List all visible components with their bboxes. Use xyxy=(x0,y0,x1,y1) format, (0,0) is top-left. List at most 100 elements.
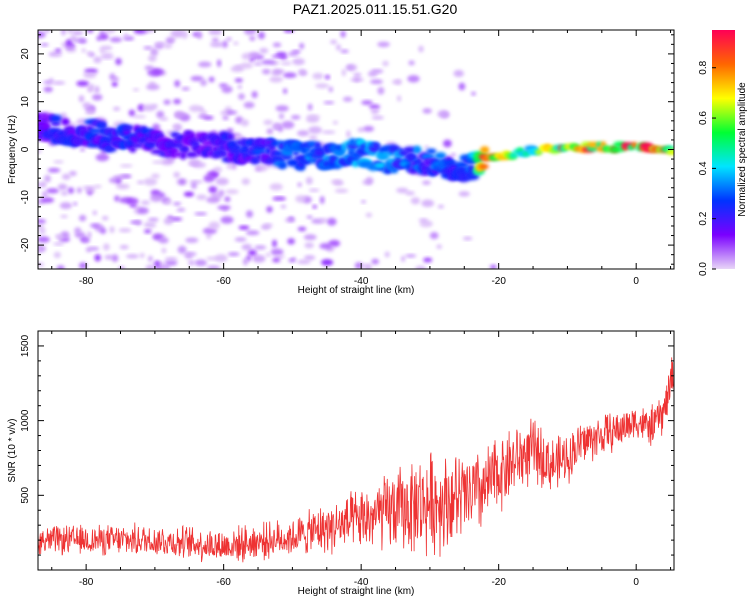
heatmap-noise-blob xyxy=(239,62,253,69)
heatmap-noise-blob xyxy=(89,83,95,92)
heatmap-noise-blob xyxy=(422,108,432,114)
heatmap-noise-blob xyxy=(99,49,106,53)
heatmap-noise-blob xyxy=(115,183,130,190)
heatmap-noise-blob xyxy=(462,236,473,241)
heatmap-noise-blob xyxy=(179,179,186,185)
heatmap-noise-blob xyxy=(159,117,169,121)
heatmap-noise-blob xyxy=(109,226,115,234)
snr-series-line xyxy=(38,357,674,563)
heatmap-ridge-blob xyxy=(220,151,228,157)
heatmap-noise-blob xyxy=(269,183,283,191)
spectrogram-y-axis-label: Frequency (Hz) xyxy=(7,115,18,184)
heatmap-noise-blob xyxy=(95,153,110,162)
heatmap-noise-blob xyxy=(241,243,253,251)
heatmap-noise-blob xyxy=(443,139,452,148)
heatmap-noise-blob xyxy=(248,249,257,256)
heatmap-noise-blob xyxy=(422,180,431,185)
heatmap-noise-blob xyxy=(190,75,204,82)
heatmap-noise-blob xyxy=(76,187,82,194)
heatmap-noise-blob xyxy=(307,103,313,111)
heatmap-noise-blob xyxy=(347,65,354,70)
heatmap-noise-blob xyxy=(451,153,456,157)
heatmap-noise-blob xyxy=(118,228,132,233)
heatmap-ridge-blob xyxy=(535,149,543,156)
heatmap-noise-blob xyxy=(196,31,203,39)
heatmap-noise-blob xyxy=(92,210,97,215)
heatmap-noise-blob xyxy=(44,174,51,183)
heatmap-ridge-blob xyxy=(426,148,437,154)
heatmap-noise-blob xyxy=(264,223,273,227)
heatmap-noise-blob xyxy=(259,47,269,54)
heatmap-noise-blob xyxy=(424,145,430,149)
heatmap-noise-blob xyxy=(253,62,263,66)
heatmap-noise-blob xyxy=(237,84,242,90)
heatmap-noise-blob xyxy=(60,214,68,219)
heatmap-ridge-blob xyxy=(226,133,234,140)
heatmap-noise-blob xyxy=(234,133,243,142)
heatmap-noise-blob xyxy=(319,196,325,204)
heatmap-noise-blob xyxy=(148,217,159,222)
heatmap-noise-blob xyxy=(161,247,167,254)
heatmap-ridge-blob xyxy=(314,141,322,149)
heatmap-noise-blob xyxy=(222,40,228,48)
heatmap-noise-blob xyxy=(436,244,443,249)
heatmap-noise-blob xyxy=(306,114,321,119)
heatmap-noise-blob xyxy=(303,255,316,261)
heatmap-noise-blob xyxy=(415,265,427,269)
heatmap-noise-blob xyxy=(429,232,439,240)
heatmap-noise-blob xyxy=(169,37,176,42)
heatmap-noise-blob xyxy=(214,254,228,263)
heatmap-noise-blob xyxy=(38,227,46,235)
colorbar-tick-label: 0.6 xyxy=(698,111,709,125)
heatmap-noise-blob xyxy=(143,46,153,50)
heatmap-ridge-blob xyxy=(631,142,638,148)
heatmap-noise-blob xyxy=(44,30,50,33)
heatmap-noise-blob xyxy=(164,257,178,261)
heatmap-noise-blob xyxy=(173,98,182,105)
heatmap-noise-blob xyxy=(325,75,330,80)
heatmap-noise-blob xyxy=(189,105,203,112)
heatmap-noise-blob xyxy=(94,85,100,94)
spectrogram-x-axis-tick-label: 0 xyxy=(633,276,639,287)
heatmap-noise-blob xyxy=(43,86,53,93)
heatmap-noise-blob xyxy=(377,86,385,95)
heatmap-noise-blob xyxy=(137,207,149,215)
heatmap-noise-blob xyxy=(419,220,433,228)
heatmap-noise-blob xyxy=(453,69,465,78)
heatmap-noise-blob xyxy=(242,257,248,266)
heatmap-noise-blob xyxy=(111,254,119,262)
heatmap-ridge-blob xyxy=(434,152,447,160)
heatmap-noise-blob xyxy=(272,196,287,201)
heatmap-noise-blob xyxy=(142,30,155,33)
heatmap-noise-blob xyxy=(281,120,295,129)
heatmap-noise-blob xyxy=(243,101,255,109)
heatmap-noise-blob xyxy=(61,173,71,180)
heatmap-noise-blob xyxy=(364,265,372,269)
heatmap-noise-blob xyxy=(258,31,265,40)
heatmap-noise-blob xyxy=(269,76,283,83)
heatmap-noise-blob xyxy=(367,70,378,77)
heatmap-noise-blob xyxy=(60,190,68,196)
heatmap-noise-blob xyxy=(84,189,97,193)
snr-x-axis-tick-label: -80 xyxy=(79,577,94,588)
heatmap-noise-blob xyxy=(319,218,328,223)
heatmap-noise-blob xyxy=(86,51,92,56)
heatmap-noise-blob xyxy=(346,130,351,138)
heatmap-noise-blob xyxy=(38,262,45,267)
heatmap-noise-blob xyxy=(128,109,136,117)
heatmap-noise-blob xyxy=(158,237,169,244)
heatmap-noise-blob xyxy=(226,162,232,170)
heatmap-noise-blob xyxy=(145,264,156,269)
heatmap-noise-blob xyxy=(183,191,194,197)
heatmap-noise-blob xyxy=(52,81,66,85)
heatmap-noise-blob xyxy=(152,160,164,164)
heatmap-noise-blob xyxy=(53,242,65,246)
heatmap-noise-blob xyxy=(208,186,218,194)
heatmap-noise-blob xyxy=(129,203,137,208)
heatmap-noise-blob xyxy=(218,189,225,197)
heatmap-noise-blob xyxy=(230,65,245,73)
heatmap-noise-blob xyxy=(57,183,68,191)
heatmap-noise-blob xyxy=(177,245,187,254)
colorbar-tick-label: 0.8 xyxy=(698,60,709,74)
